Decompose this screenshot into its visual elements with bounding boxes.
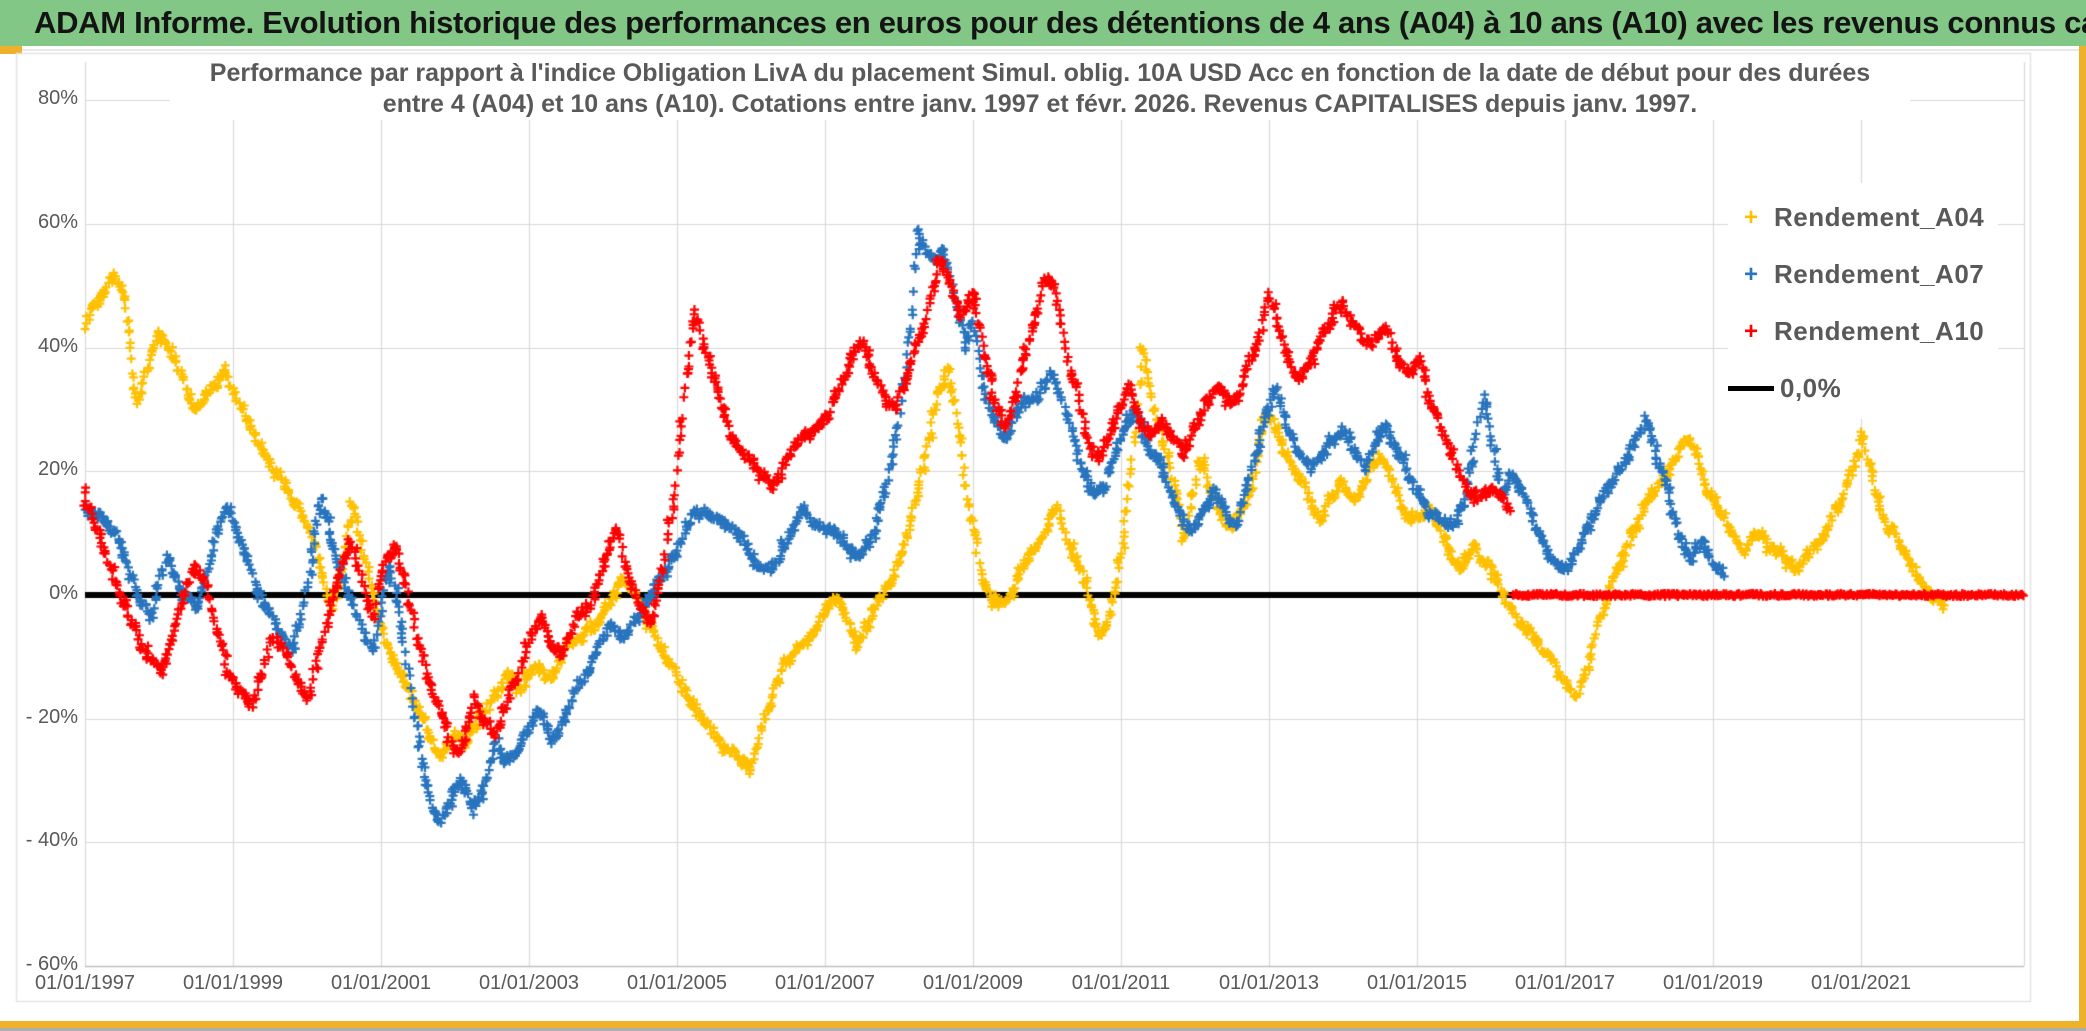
zero-line-swatch-icon — [1728, 386, 1774, 391]
y-tick-label: 20% — [37, 458, 78, 481]
legend-item-rendement-a04: + Rendement_A04 — [1728, 189, 1998, 246]
x-tick-label: 01/01/2007 — [774, 972, 876, 994]
x-tick-label: 01/01/2017 — [1514, 972, 1616, 994]
chart-legend: + Rendement_A04 + Rendement_A07 + Rendem… — [1728, 183, 1998, 419]
chart-title: Performance par rapport à l'indice Oblig… — [170, 58, 1910, 120]
y-tick-label: - 60% — [25, 953, 78, 976]
y-tick-label: - 20% — [25, 705, 78, 728]
legend-label: 0,0% — [1780, 373, 1842, 403]
x-tick-label: 01/01/2019 — [1662, 972, 1764, 994]
y-tick-label: - 40% — [25, 829, 78, 852]
x-tick-label: 01/01/2001 — [330, 972, 432, 994]
x-tick-label: 01/01/2005 — [626, 972, 728, 994]
x-tick-label: 01/01/2013 — [1218, 972, 1320, 994]
legend-item-rendement-a07: + Rendement_A07 — [1728, 246, 1998, 303]
legend-item-zero-line: 0,0% — [1728, 360, 1998, 417]
y-tick-label: 40% — [37, 334, 78, 357]
plus-marker-icon: + — [1743, 203, 1758, 231]
x-tick-label: 01/01/2021 — [1810, 972, 1912, 994]
legend-item-rendement-a10: + Rendement_A10 — [1728, 303, 1998, 360]
chart-title-line2: entre 4 (A04) et 10 ans (A10). Cotations… — [382, 90, 1698, 118]
chart-title-line1: Performance par rapport à l'indice Oblig… — [209, 59, 1871, 87]
legend-label: Rendement_A07 — [1774, 259, 1985, 289]
x-tick-label: 01/01/2009 — [922, 972, 1024, 994]
legend-label: Rendement_A10 — [1774, 316, 1985, 346]
x-tick-label: 01/01/2011 — [1071, 972, 1171, 994]
y-tick-label: 80% — [37, 87, 78, 110]
x-tick-label: 01/01/1999 — [182, 972, 284, 994]
y-tick-label: 0% — [49, 582, 78, 604]
x-tick-label: 01/01/2003 — [478, 972, 580, 994]
plus-marker-icon: + — [1743, 317, 1758, 345]
plus-marker-icon: + — [1743, 260, 1758, 288]
legend-label: Rendement_A04 — [1774, 202, 1985, 232]
x-tick-label: 01/01/1997 — [34, 972, 136, 994]
y-tick-label: 60% — [37, 210, 78, 233]
x-tick-label: 01/01/2015 — [1366, 972, 1468, 994]
